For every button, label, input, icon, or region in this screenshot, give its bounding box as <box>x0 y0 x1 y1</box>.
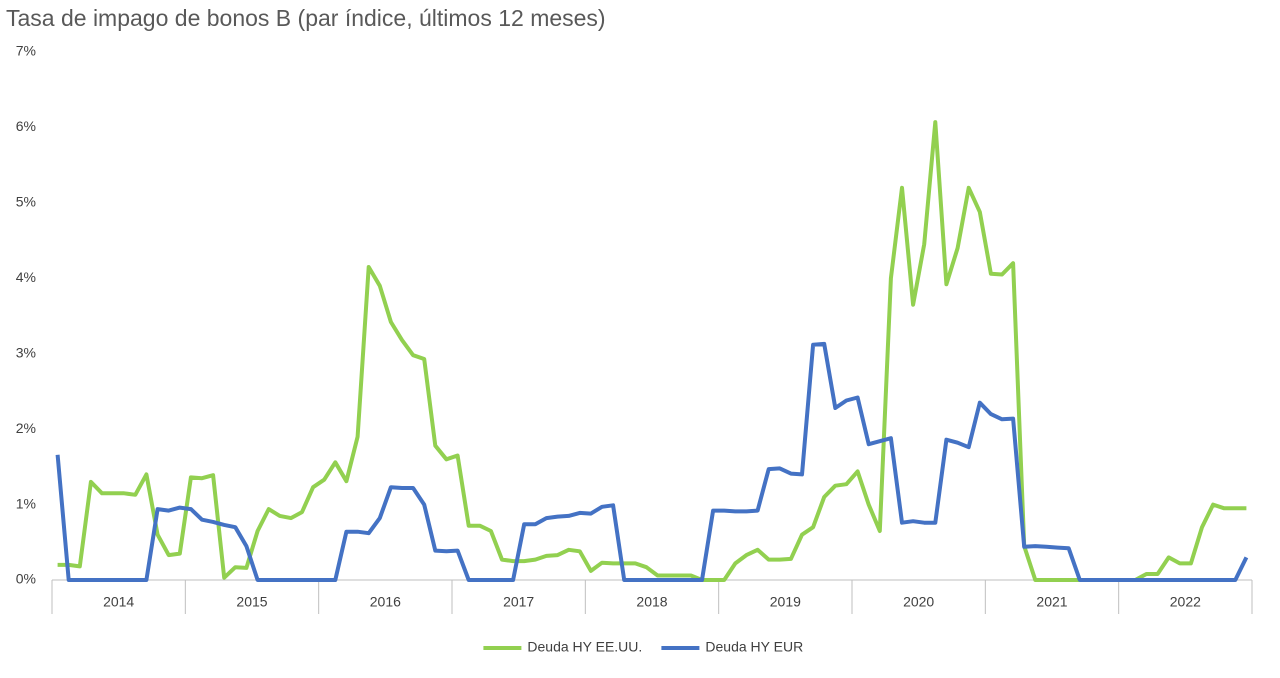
x-tick-label: 2015 <box>236 594 267 610</box>
y-tick-label: 5% <box>16 194 36 210</box>
legend-label: Deuda HY EUR <box>705 639 803 655</box>
x-tick-label: 2021 <box>1036 594 1067 610</box>
y-tick-label: 7% <box>16 43 36 59</box>
x-tick-label: 2019 <box>770 594 801 610</box>
y-tick-label: 2% <box>16 420 36 436</box>
x-tick-label: 2017 <box>503 594 534 610</box>
legend-label: Deuda HY EE.UU. <box>527 639 642 655</box>
x-tick-label: 2020 <box>903 594 934 610</box>
y-tick-label: 0% <box>16 571 36 587</box>
x-tick-label: 2018 <box>636 594 667 610</box>
series-line <box>57 120 1247 582</box>
x-tick-label: 2014 <box>103 594 134 610</box>
chart-title: Tasa de impago de bonos B (par índice, ú… <box>6 5 606 31</box>
x-tick-label: 2022 <box>1170 594 1201 610</box>
x-tick-label: 2016 <box>370 594 401 610</box>
series-line <box>55 341 1249 582</box>
y-tick-label: 1% <box>16 495 36 511</box>
y-tick-label: 3% <box>16 344 36 360</box>
y-tick-label: 4% <box>16 269 36 285</box>
y-tick-label: 6% <box>16 118 36 134</box>
